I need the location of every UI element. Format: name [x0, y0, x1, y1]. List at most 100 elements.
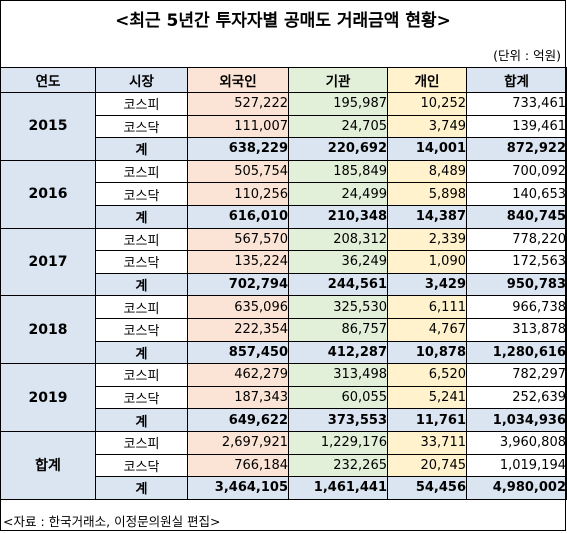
institution-value-cell: 232,265	[288, 453, 388, 478]
individual-value-cell: 11,761	[387, 408, 467, 432]
table-row: 2017 코스피 567,570 208,312 2,339 778,220	[0, 227, 567, 297]
table-row: 코스닥 187,343 60,055 5,241 252,639	[1, 385, 567, 410]
institution-value-cell: 24,499	[288, 182, 388, 206]
table-row-subtotal: 계 3,464,105 1,461,441 54,456 4,980,002	[1, 476, 567, 500]
foreign-value-cell: 616,010	[187, 204, 289, 229]
page-title: <최근 5년간 투자자별 공매도 거래금액 현황>	[0, 0, 566, 44]
foreign-value-cell: 638,229	[187, 137, 289, 161]
foreign-value-cell: 857,450	[187, 340, 289, 365]
market-cell: 계	[95, 272, 188, 297]
total-value-cell: 700,092	[466, 159, 567, 184]
institution-value-cell: 313,498	[288, 363, 388, 387]
total-value-cell: 1,280,616	[466, 340, 567, 365]
header-foreign: 외국인	[187, 67, 289, 93]
individual-value-cell: 8,489	[387, 159, 467, 184]
total-value-cell: 733,461	[466, 92, 567, 116]
foreign-value-cell: 2,697,921	[187, 430, 289, 455]
table-row-subtotal: 계 616,010 210,348 14,387 840,745	[1, 204, 567, 229]
table-row-subtotal: 계 638,229 220,692 14,001 872,922	[1, 137, 567, 161]
source-note: <자료 : 한국거래소, 이정문의원실 편집>	[3, 514, 221, 529]
institution-value-cell: 60,055	[288, 385, 388, 410]
unit-note: (단위 : 억원)	[493, 48, 561, 63]
institution-value-cell: 86,757	[288, 317, 388, 342]
year-cell: 2018	[0, 295, 96, 365]
foreign-value-cell: 3,464,105	[187, 476, 289, 500]
individual-value-cell: 6,520	[387, 363, 467, 387]
header-market: 시장	[95, 67, 188, 93]
foreign-value-cell: 505,754	[187, 159, 289, 184]
foreign-value-cell: 567,570	[187, 227, 289, 252]
total-value-cell: 840,745	[466, 204, 567, 229]
institution-value-cell: 325,530	[288, 295, 388, 319]
total-value-cell: 3,960,808	[466, 430, 567, 455]
institution-value-cell: 210,348	[288, 204, 388, 229]
market-cell: 코스닥	[95, 453, 188, 478]
individual-value-cell: 3,749	[387, 114, 467, 139]
total-value-cell: 950,783	[466, 272, 567, 297]
individual-value-cell: 6,111	[387, 295, 467, 319]
individual-value-cell: 5,898	[387, 182, 467, 206]
short-selling-table: 연도 시장 외국인 기관 개인 합계 2015 코스피 527,222 195,987…	[0, 67, 567, 500]
institution-value-cell: 1,229,176	[288, 430, 388, 455]
individual-value-cell: 2,339	[387, 227, 467, 252]
foreign-value-cell: 766,184	[187, 453, 289, 478]
institution-value-cell: 24,705	[288, 114, 388, 139]
market-cell: 코스피	[95, 92, 188, 116]
year-cell: 2015	[0, 92, 96, 161]
institution-value-cell: 1,461,441	[288, 476, 388, 500]
foreign-value-cell: 135,224	[187, 250, 289, 274]
market-cell: 코스피	[95, 430, 188, 455]
institution-value-cell: 373,553	[288, 408, 388, 432]
market-cell: 코스닥	[95, 114, 188, 139]
market-cell: 코스피	[95, 227, 188, 252]
institution-value-cell: 412,287	[288, 340, 388, 365]
total-value-cell: 252,639	[466, 385, 567, 410]
header-individual: 개인	[387, 67, 467, 93]
market-cell: 계	[95, 476, 188, 500]
individual-value-cell: 3,429	[387, 272, 467, 297]
table-header-row: 연도 시장 외국인 기관 개인 합계	[0, 67, 567, 93]
foreign-value-cell: 527,222	[187, 92, 289, 116]
table-row: 코스닥 222,354 86,757 4,767 313,878	[1, 317, 567, 342]
market-cell: 코스닥	[95, 385, 188, 410]
header-total: 합계	[466, 67, 567, 93]
foreign-value-cell: 702,794	[187, 272, 289, 297]
individual-value-cell: 10,878	[387, 340, 467, 365]
table-row: 코스닥 135,224 36,249 1,090 172,563	[1, 250, 567, 274]
total-value-cell: 4,980,002	[466, 476, 567, 500]
market-cell: 코스닥	[95, 317, 188, 342]
market-cell: 코스닥	[95, 182, 188, 206]
table-row: 2016 코스피 505,754 185,849 8,489 700,092	[0, 159, 567, 229]
table-row-subtotal: 계 649,622 373,553 11,761 1,034,936	[1, 408, 567, 432]
individual-value-cell: 10,252	[387, 92, 467, 116]
market-cell: 계	[95, 340, 188, 365]
year-cell: 2019	[0, 363, 96, 432]
institution-value-cell: 220,692	[288, 137, 388, 161]
foreign-value-cell: 635,096	[187, 295, 289, 319]
header-year: 연도	[0, 67, 96, 93]
market-cell: 계	[95, 408, 188, 432]
individual-value-cell: 5,241	[387, 385, 467, 410]
total-value-cell: 1,019,194	[466, 453, 567, 478]
institution-value-cell: 195,987	[288, 92, 388, 116]
foreign-value-cell: 110,256	[187, 182, 289, 206]
market-cell: 코스피	[95, 159, 188, 184]
individual-value-cell: 33,711	[387, 430, 467, 455]
individual-value-cell: 4,767	[387, 317, 467, 342]
table-row: 2015 코스피 527,222 195,987 10,252 733,461	[0, 92, 567, 161]
total-value-cell: 1,034,936	[466, 408, 567, 432]
total-value-cell: 778,220	[466, 227, 567, 252]
institution-value-cell: 185,849	[288, 159, 388, 184]
individual-value-cell: 14,001	[387, 137, 467, 161]
institution-value-cell: 244,561	[288, 272, 388, 297]
foreign-value-cell: 462,279	[187, 363, 289, 387]
institution-value-cell: 36,249	[288, 250, 388, 274]
total-value-cell: 966,738	[466, 295, 567, 319]
year-cell: 2016	[0, 159, 96, 229]
total-value-cell: 172,563	[466, 250, 567, 274]
foreign-value-cell: 111,007	[187, 114, 289, 139]
table-row-subtotal: 계 702,794 244,561 3,429 950,783	[1, 272, 567, 297]
market-cell: 코스피	[95, 295, 188, 319]
total-value-cell: 872,922	[466, 137, 567, 161]
total-value-cell: 782,297	[466, 363, 567, 387]
